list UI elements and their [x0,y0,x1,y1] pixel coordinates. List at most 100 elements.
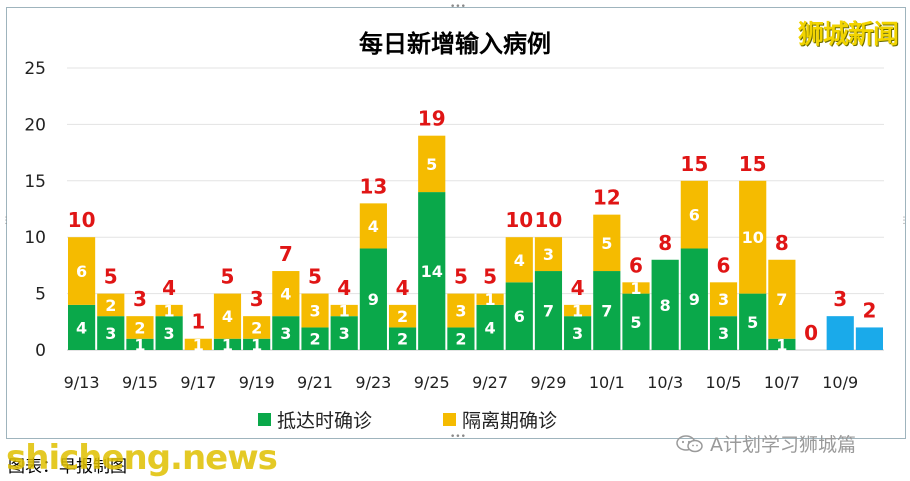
segment-label-quarantine: 6 [689,206,700,225]
segment-label-arrival: 1 [251,335,262,354]
total-label: 5 [104,265,118,289]
bar-segment-arrival [243,338,271,350]
brand-logo-text: 狮城新闻 [797,20,899,50]
resize-handle-left[interactable]: ⋮ [1,216,11,226]
segment-label-arrival: 3 [164,324,175,343]
bar-segment-arrival [534,271,563,350]
bar-segment-arrival [388,327,417,350]
bar-segment-quarantine [593,214,621,272]
segment-label-arrival: 14 [421,262,443,281]
segment-label-arrival: 2 [455,330,466,349]
total-label: 5 [483,265,497,289]
total-label: 3 [133,287,147,311]
total-label: 10 [535,208,563,232]
total-label: 4 [162,276,176,300]
bar-segment-arrival [126,338,154,350]
total-label: 7 [279,242,293,266]
segment-label-quarantine: 1 [630,279,641,298]
bar-segment-arrival [564,316,592,350]
resize-handle-right[interactable]: ⋮ [899,216,909,226]
segment-label-arrival: 5 [747,313,758,332]
x-tick-label: 10/5 [706,373,742,392]
bar-segment-total [826,316,854,350]
total-label: 2 [862,298,876,322]
bar-segment-quarantine [97,293,125,317]
y-tick-label: 10 [24,228,46,248]
x-tick-label: 9/19 [239,373,275,392]
segment-label-arrival: 3 [105,324,116,343]
total-label: 4 [571,276,585,300]
wechat-icon [676,434,703,452]
bar-segment-quarantine [330,304,358,317]
total-label: 19 [418,107,446,131]
bar-segment-arrival [622,293,650,350]
bar-segment-quarantine [564,304,592,317]
total-label: 5 [221,265,235,289]
bar-segment-quarantine [184,338,212,350]
bar-segment-arrival [739,293,767,350]
x-tick-label: 10/9 [822,373,858,392]
chart-legend: 抵达时确诊 隔离期确诊 [0,406,910,432]
total-label: 10 [68,208,96,232]
x-tick-label: 9/25 [414,373,450,392]
bar-segment-arrival [97,316,125,350]
wechat-account-label: A计划学习狮城篇 [710,434,856,456]
chart-title: 每日新增输入病例 [359,30,551,58]
segment-label-quarantine: 5 [601,234,612,253]
bar-segment-arrival [213,338,242,350]
segment-label-arrival: 3 [572,324,583,343]
resize-handle-bottom[interactable]: ••• [450,432,466,442]
segment-label-quarantine: 2 [251,318,262,337]
segment-label-arrival: 3 [339,324,350,343]
bar-segment-quarantine [301,293,329,328]
segment-label-quarantine: 3 [543,245,554,264]
bar-segment-arrival [359,248,387,350]
segment-label-arrival: 1 [134,335,145,354]
total-label: 5 [308,265,322,289]
segment-label-arrival: 9 [368,290,379,309]
resize-handle-top[interactable]: ••• [450,2,466,12]
total-label: 12 [593,186,621,210]
bar-segment-quarantine [213,293,242,339]
segment-label-quarantine: 2 [105,296,116,315]
bar-segment-arrival [330,316,358,350]
bar-segment-arrival [476,304,504,350]
total-label: 8 [658,231,672,255]
segment-label-arrival: 6 [514,307,525,326]
segment-label-quarantine: 2 [397,307,408,326]
segment-label-arrival: 1 [776,335,787,354]
bar-segment-quarantine [359,203,387,249]
x-tick-label: 9/27 [472,373,508,392]
total-label: 15 [739,152,767,176]
segment-label-arrival: 7 [601,302,612,321]
bar-segment-arrival [593,271,621,350]
segment-label-quarantine: 1 [485,290,496,309]
legend-label-quarantine: 隔离期确诊 [462,410,558,432]
legend-label-arrival: 抵达时确诊 [277,410,373,432]
x-tick-label: 9/23 [355,373,391,392]
total-label: 10 [505,208,533,232]
x-tick-label: 10/3 [647,373,683,392]
bar-segment-quarantine [68,237,96,305]
bar-segment-quarantine [155,304,183,317]
segment-label-quarantine: 7 [776,290,787,309]
segment-label-arrival: 3 [718,324,729,343]
segment-label-quarantine: 1 [193,335,204,354]
x-tick-label: 10/1 [589,373,625,392]
segment-label-arrival: 7 [543,302,554,321]
y-tick-label: 20 [24,115,46,135]
bar-segment-quarantine [388,304,417,328]
bar-segment-quarantine [680,180,708,249]
x-tick-label: 10/7 [764,373,800,392]
total-label: 6 [717,253,731,277]
bar-segment-quarantine [622,282,650,294]
x-tick-label: 9/15 [122,373,158,392]
total-label: 13 [359,174,387,198]
segment-label-arrival: 2 [309,330,320,349]
watermark-text: shicheng.news [6,438,278,478]
total-label: 1 [191,310,205,334]
segment-label-arrival: 2 [397,330,408,349]
y-tick-label: 25 [24,59,46,79]
y-tick-label: 5 [35,285,46,305]
x-tick-label: 9/17 [180,373,216,392]
